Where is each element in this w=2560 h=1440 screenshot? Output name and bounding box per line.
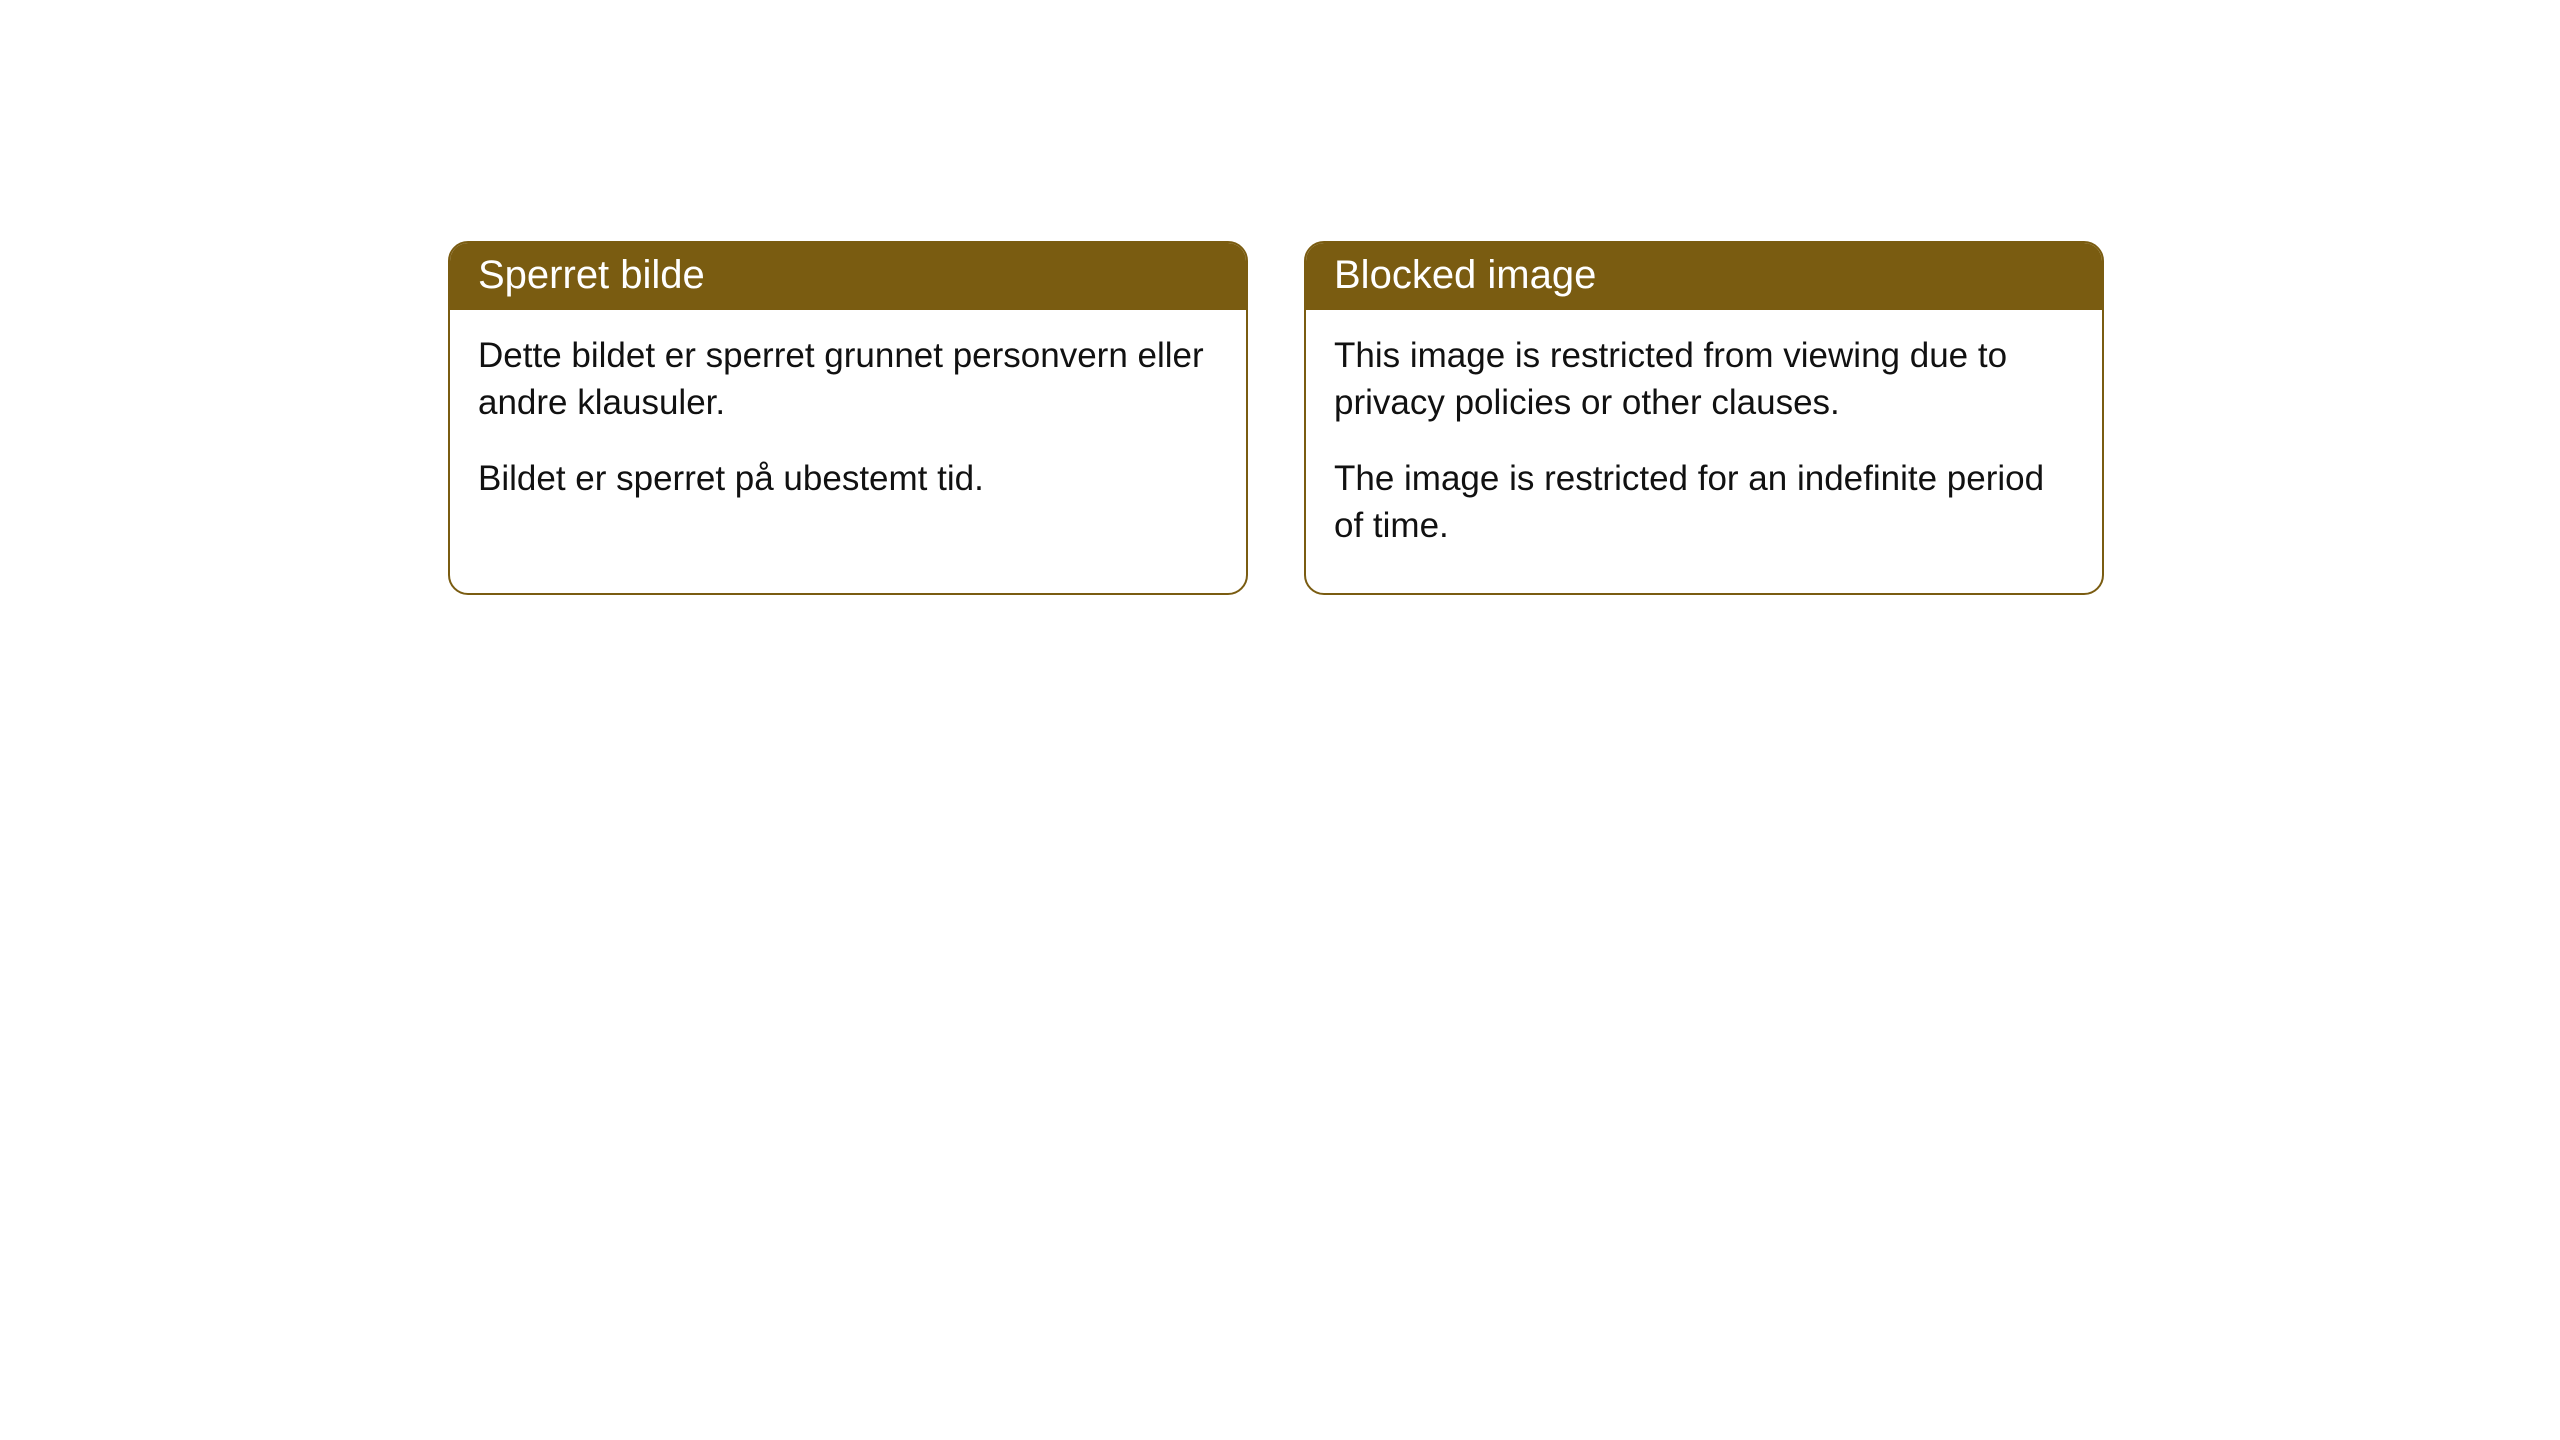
- card-paragraph-no-2: Bildet er sperret på ubestemt tid.: [478, 455, 1218, 502]
- cards-container: Sperret bilde Dette bildet er sperret gr…: [448, 241, 2104, 595]
- card-header-en: Blocked image: [1306, 243, 2102, 310]
- card-header-no: Sperret bilde: [450, 243, 1246, 310]
- card-body-no: Dette bildet er sperret grunnet personve…: [450, 310, 1246, 546]
- card-paragraph-no-1: Dette bildet er sperret grunnet personve…: [478, 332, 1218, 427]
- blocked-image-card-no: Sperret bilde Dette bildet er sperret gr…: [448, 241, 1248, 595]
- card-title-en: Blocked image: [1334, 253, 1596, 297]
- card-paragraph-en-2: The image is restricted for an indefinit…: [1334, 455, 2074, 550]
- blocked-image-card-en: Blocked image This image is restricted f…: [1304, 241, 2104, 595]
- card-body-en: This image is restricted from viewing du…: [1306, 310, 2102, 593]
- card-paragraph-en-1: This image is restricted from viewing du…: [1334, 332, 2074, 427]
- card-title-no: Sperret bilde: [478, 253, 705, 297]
